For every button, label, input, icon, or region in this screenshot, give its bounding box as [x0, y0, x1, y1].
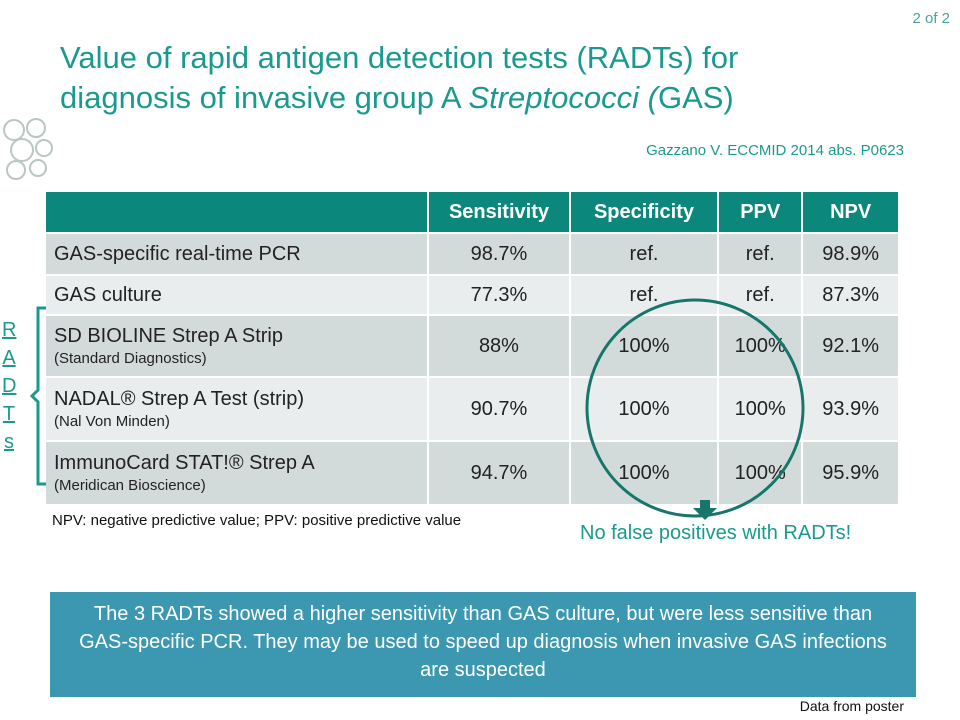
row-title: NADAL® Strep A Test (strip)	[54, 388, 305, 410]
summary-box: The 3 RADTs showed a higher sensitivity …	[50, 592, 916, 697]
cell: ref.	[717, 232, 804, 276]
cell: 87.3%	[801, 274, 900, 316]
title-line: GAS)	[657, 80, 734, 115]
logo	[3, 118, 53, 180]
row-title: GAS-specific real-time PCR	[54, 242, 301, 265]
cell: 98.7%	[427, 232, 571, 276]
cell: 100%	[568, 376, 720, 442]
row-name: GAS-specific real-time PCR	[43, 232, 430, 276]
cell: 100%	[717, 376, 804, 442]
table-row: GAS-specific real-time PCR 98.7% ref. ref. 9…	[43, 232, 900, 276]
cell: ref.	[717, 274, 804, 316]
footnote: NPV: negative predictive value; PPV: pos…	[52, 512, 462, 529]
cell: 100%	[568, 314, 720, 378]
cell: ref.	[568, 232, 720, 276]
row-subtitle: (Standard Diagnostics)	[54, 350, 207, 367]
bracket-label: RADTs	[2, 319, 17, 453]
cell: 100%	[717, 314, 804, 378]
row-title: ImmunoCard STAT!® Strep A	[54, 452, 315, 474]
table-row: GAS culture 77.3% ref. ref. 87.3%	[43, 274, 900, 316]
row-subtitle: (Nal Von Minden)	[54, 413, 170, 430]
title-line: Value of rapid antigen detection tests (…	[60, 40, 739, 75]
callout: No false positives with RADTs!	[580, 522, 852, 544]
page-label: 2 of 2	[912, 10, 950, 27]
title-italic: Streptococci (	[468, 80, 658, 115]
citation: Gazzano V. ECCMID 2014 abs. P0623	[646, 142, 904, 159]
row-name: GAS culture	[43, 274, 430, 316]
cell: 77.3%	[427, 274, 571, 316]
table-row: SD BIOLINE Strep A Strip (Standard Diagno…	[43, 314, 900, 378]
cell: 98.9%	[801, 232, 900, 276]
header-cell	[43, 190, 430, 234]
row-title: GAS culture	[54, 283, 162, 306]
cell: 100%	[717, 440, 804, 506]
cell: 90.7%	[427, 376, 571, 442]
title: Value of rapid antigen detection tests (…	[60, 38, 920, 118]
header-cell: Sensitivity	[427, 190, 571, 234]
title-line: diagnosis of invasive group A	[60, 80, 469, 115]
table-row: ImmunoCard STAT!® Strep A (Meridican Bios…	[43, 440, 900, 506]
results-table: Sensitivity Specificity PPV NPV GAS-specifi…	[43, 190, 900, 506]
source-note: Data from poster	[799, 698, 904, 714]
header-cell: PPV	[717, 190, 804, 234]
cell: 88%	[427, 314, 571, 378]
cell: 94.7%	[427, 440, 571, 506]
row-subtitle: (Meridican Bioscience)	[54, 477, 206, 494]
row-title: SD BIOLINE Strep A Strip	[54, 325, 283, 347]
cell: 92.1%	[801, 314, 900, 378]
row-name: NADAL® Strep A Test (strip) (Nal Von Mind…	[43, 376, 430, 442]
header-row: Sensitivity Specificity PPV NPV	[43, 190, 900, 234]
cell: 100%	[568, 440, 720, 506]
table-row: NADAL® Strep A Test (strip) (Nal Von Mind…	[43, 376, 900, 442]
row-name: SD BIOLINE Strep A Strip (Standard Diagno…	[43, 314, 430, 378]
row-name: ImmunoCard STAT!® Strep A (Meridican Bios…	[43, 440, 430, 506]
header-cell: NPV	[801, 190, 900, 234]
header-cell: Specificity	[568, 190, 720, 234]
cell: 95.9%	[801, 440, 900, 506]
cell: ref.	[568, 274, 720, 316]
cell: 93.9%	[801, 376, 900, 442]
